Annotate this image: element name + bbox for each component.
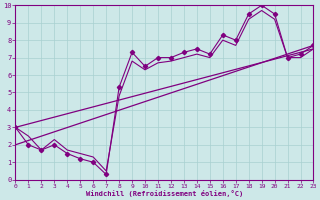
X-axis label: Windchill (Refroidissement éolien,°C): Windchill (Refroidissement éolien,°C) xyxy=(86,190,243,197)
